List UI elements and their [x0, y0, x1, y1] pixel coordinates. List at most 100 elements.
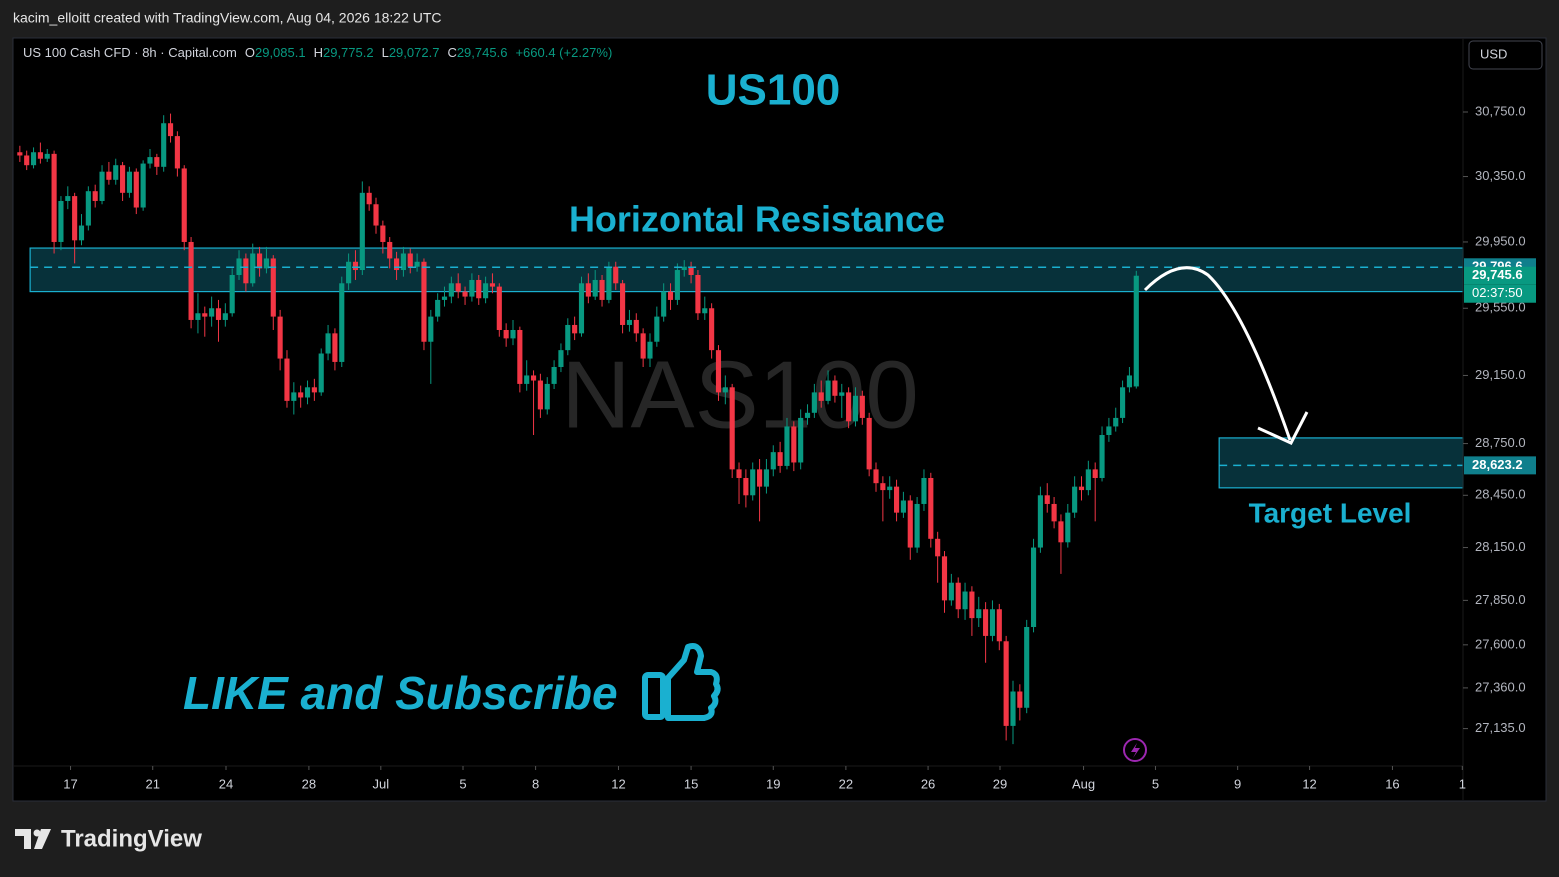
candle-body: [1078, 486, 1085, 491]
x-tick-label: 17: [63, 776, 77, 791]
x-tick-label: 5: [459, 776, 466, 791]
candle-body: [17, 152, 23, 156]
candle-body: [1030, 547, 1037, 628]
candle-body: [818, 392, 824, 401]
candle-body: [640, 333, 646, 359]
annotation: LIKE and Subscribe: [183, 667, 618, 719]
candle-body: [962, 591, 968, 610]
candle-body: [106, 171, 112, 180]
y-tick-label: 29,950.0: [1475, 233, 1526, 248]
candle-body: [359, 192, 365, 271]
candle-body: [791, 426, 797, 463]
candle-body: [476, 279, 482, 299]
candle-body: [414, 261, 420, 267]
candle-body: [524, 375, 530, 384]
candle-body: [58, 200, 64, 242]
candle-body: [900, 500, 906, 513]
candle-body: [346, 261, 352, 284]
header-text: 29,775.2: [323, 45, 374, 60]
candle-body: [976, 609, 982, 619]
candle-body: [620, 283, 626, 325]
candle-body: [428, 316, 434, 342]
candle-body: [44, 153, 50, 159]
annotation: Horizontal Resistance: [569, 199, 945, 240]
candle-body: [304, 387, 311, 398]
candle-body: [332, 333, 338, 362]
candle-body: [537, 380, 543, 410]
y-tick-label: 30,350.0: [1475, 168, 1526, 183]
watermark: NAS100: [561, 341, 919, 448]
candle-body: [709, 308, 715, 351]
candle-body: [873, 469, 879, 484]
alert-bolt: [1131, 743, 1140, 758]
candle-body: [1065, 512, 1071, 543]
chart-panel: [12, 37, 1547, 802]
y-tick-label: 27,360.0: [1475, 679, 1526, 694]
header-text: +660.4 (+2.27%): [515, 45, 612, 60]
candle-body: [770, 452, 776, 470]
candle-body: [441, 296, 448, 300]
y-tick-label: 27,850.0: [1475, 592, 1526, 607]
candle-body: [784, 426, 790, 466]
candle-body: [729, 387, 735, 470]
candle-body: [1044, 495, 1050, 504]
header-text: H: [314, 45, 323, 60]
credit: kacim_elloitt created with TradingView.c…: [13, 10, 442, 26]
candle-body: [140, 163, 146, 208]
brand-name: TradingView: [61, 825, 202, 852]
candle-body: [565, 324, 571, 351]
candle-body: [284, 358, 290, 401]
candle-body: [887, 486, 893, 491]
y-tick-label: 27,600.0: [1475, 636, 1526, 651]
candle-body: [825, 380, 831, 401]
x-tick-label: 5: [1152, 776, 1159, 791]
candle-body: [530, 375, 537, 381]
candle-body: [880, 483, 886, 491]
candle-body: [661, 291, 667, 317]
candle-body: [167, 123, 174, 137]
candle-body: [229, 274, 235, 314]
candle-body: [846, 392, 852, 422]
candle-body: [1058, 521, 1064, 543]
candle-body: [161, 123, 167, 167]
candle-body: [407, 253, 413, 267]
candle-body: [400, 253, 406, 271]
y-tick-label: 27,135.0: [1475, 720, 1526, 735]
candle-body: [209, 308, 215, 317]
candle-body: [85, 191, 91, 226]
candle-body: [688, 266, 694, 275]
candle-body: [585, 283, 591, 297]
candle-body: [257, 253, 263, 269]
alert-icon[interactable]: [1123, 738, 1147, 762]
y-tick-label: 28,450.0: [1475, 487, 1526, 502]
x-tick-label: 1: [1459, 776, 1466, 791]
candle-body: [996, 609, 1002, 642]
candle-body: [736, 469, 742, 478]
candle-body: [154, 157, 160, 167]
candle-body: [65, 196, 71, 201]
candle-body: [811, 392, 817, 413]
candle-body: [763, 469, 769, 487]
candle-body: [30, 152, 37, 166]
currency-button[interactable]: [1468, 40, 1543, 70]
candle-body: [510, 329, 516, 339]
x-tick-label: 16: [1385, 776, 1399, 791]
y-tick-label: 29,550.0: [1475, 300, 1526, 315]
candle-body: [352, 261, 359, 271]
candle-body: [914, 503, 920, 548]
y-tick-label: 29,150.0: [1475, 367, 1526, 382]
x-tick-label: Aug: [1072, 776, 1095, 791]
annotation: Target Level: [1249, 497, 1412, 528]
candle-body: [393, 258, 400, 271]
candle-body: [832, 380, 838, 396]
marks: [17, 113, 1139, 745]
y-tick-label: 28,150.0: [1475, 539, 1526, 554]
candle-body: [647, 341, 653, 359]
chart-title: US100: [706, 66, 841, 115]
thumbs-up-icon: [642, 643, 721, 721]
candle-body: [921, 477, 927, 504]
candle-body: [969, 591, 975, 619]
candle-body: [120, 165, 126, 193]
candle-body: [195, 313, 201, 320]
